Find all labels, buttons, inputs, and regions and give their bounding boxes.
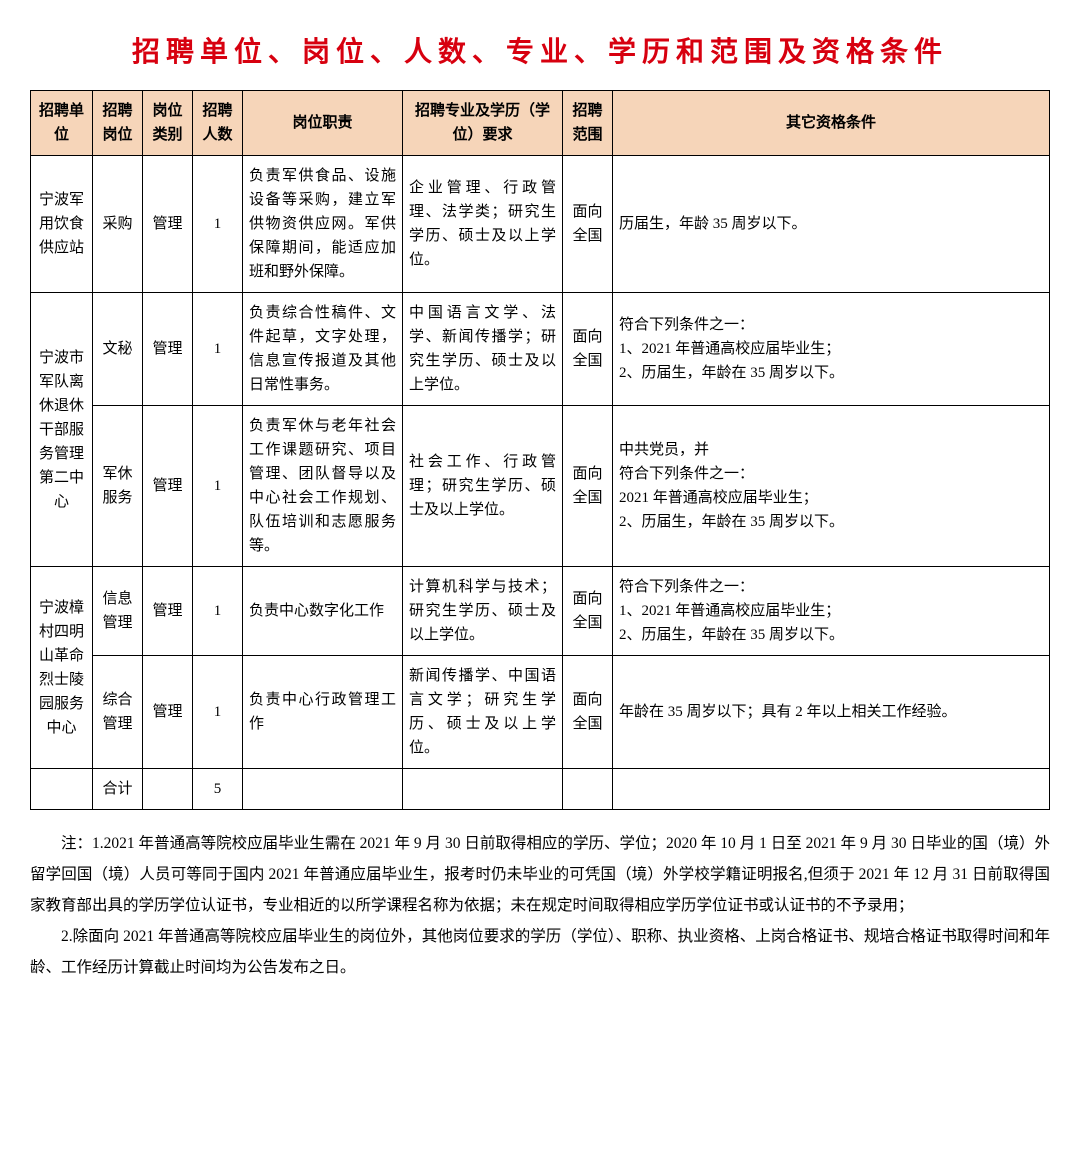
cell-duty: 负责军供食品、设施设备等采购，建立军供物资供应网。军供保障期间，能适应加班和野外… [243,156,403,293]
cell-post: 文秘 [93,293,143,406]
cell-empty [243,769,403,810]
cell-other: 年龄在 35 周岁以下；具有 2 年以上相关工作经验。 [613,656,1050,769]
footnote-line: 2.除面向 2021 年普通高等院校应届毕业生的岗位外，其他岗位要求的学历（学位… [30,921,1050,983]
cell-num: 1 [193,567,243,656]
cell-scope: 面向全国 [563,293,613,406]
cell-post: 采购 [93,156,143,293]
cell-num: 1 [193,406,243,567]
cell-scope: 面向全国 [563,156,613,293]
cell-scope: 面向全国 [563,656,613,769]
cell-req: 企业管理、行政管理、法学类；研究生学历、硕士及以上学位。 [403,156,563,293]
table-row: 宁波军用饮食供应站采购管理1负责军供食品、设施设备等采购，建立军供物资供应网。军… [31,156,1050,293]
cell-cat: 管理 [143,406,193,567]
cell-empty [563,769,613,810]
col-header-duty: 岗位职责 [243,91,403,156]
cell-scope: 面向全国 [563,567,613,656]
cell-empty [403,769,563,810]
cell-duty: 负责中心行政管理工作 [243,656,403,769]
cell-cat: 管理 [143,656,193,769]
cell-req: 社会工作、行政管理；研究生学历、硕士及以上学位。 [403,406,563,567]
table-total-row: 合计 5 [31,769,1050,810]
table-row: 宁波樟村四明山革命烈士陵园服务中心信息管理管理1负责中心数字化工作计算机科学与技… [31,567,1050,656]
footnote-line: 注：1.2021 年普通高等院校应届毕业生需在 2021 年 9 月 30 日前… [30,828,1050,921]
col-header-scope: 招聘范围 [563,91,613,156]
cell-empty [143,769,193,810]
cell-other: 历届生，年龄 35 周岁以下。 [613,156,1050,293]
cell-req: 中国语言文学、法学、新闻传播学；研究生学历、硕士及以上学位。 [403,293,563,406]
table-body: 宁波军用饮食供应站采购管理1负责军供食品、设施设备等采购，建立军供物资供应网。军… [31,156,1050,810]
table-row: 宁波市军队离休退休干部服务管理第二中心文秘管理1负责综合性稿件、文件起草，文字处… [31,293,1050,406]
col-header-unit: 招聘单位 [31,91,93,156]
cell-other: 中共党员，并符合下列条件之一：2021 年普通高校应届毕业生；2、历届生，年龄在… [613,406,1050,567]
cell-empty [31,769,93,810]
cell-empty [613,769,1050,810]
col-header-req: 招聘专业及学历（学位）要求 [403,91,563,156]
col-header-num: 招聘人数 [193,91,243,156]
cell-req: 计算机科学与技术；研究生学历、硕士及以上学位。 [403,567,563,656]
cell-total-num: 5 [193,769,243,810]
col-header-cat: 岗位类别 [143,91,193,156]
cell-other: 符合下列条件之一：1、2021 年普通高校应届毕业生；2、历届生，年龄在 35 … [613,567,1050,656]
cell-cat: 管理 [143,567,193,656]
col-header-other: 其它资格条件 [613,91,1050,156]
table-row: 综合管理管理1负责中心行政管理工作新闻传播学、中国语言文学；研究生学历、硕士及以… [31,656,1050,769]
cell-num: 1 [193,293,243,406]
cell-unit: 宁波樟村四明山革命烈士陵园服务中心 [31,567,93,769]
cell-duty: 负责中心数字化工作 [243,567,403,656]
cell-num: 1 [193,156,243,293]
cell-post: 综合管理 [93,656,143,769]
table-row: 军休服务管理1负责军休与老年社会工作课题研究、项目管理、团队督导以及中心社会工作… [31,406,1050,567]
cell-duty: 负责军休与老年社会工作课题研究、项目管理、团队督导以及中心社会工作规划、队伍培训… [243,406,403,567]
cell-cat: 管理 [143,156,193,293]
cell-post: 信息管理 [93,567,143,656]
cell-req: 新闻传播学、中国语言文学；研究生学历、硕士及以上学位。 [403,656,563,769]
table-header-row: 招聘单位 招聘岗位 岗位类别 招聘人数 岗位职责 招聘专业及学历（学位）要求 招… [31,91,1050,156]
recruitment-table: 招聘单位 招聘岗位 岗位类别 招聘人数 岗位职责 招聘专业及学历（学位）要求 招… [30,90,1050,810]
cell-scope: 面向全国 [563,406,613,567]
col-header-post: 招聘岗位 [93,91,143,156]
footnotes: 注：1.2021 年普通高等院校应届毕业生需在 2021 年 9 月 30 日前… [30,828,1050,983]
cell-unit: 宁波军用饮食供应站 [31,156,93,293]
cell-num: 1 [193,656,243,769]
cell-duty: 负责综合性稿件、文件起草，文字处理，信息宣传报道及其他日常性事务。 [243,293,403,406]
page-title: 招聘单位、岗位、人数、专业、学历和范围及资格条件 [30,30,1050,70]
cell-cat: 管理 [143,293,193,406]
cell-unit: 宁波市军队离休退休干部服务管理第二中心 [31,293,93,567]
cell-other: 符合下列条件之一：1、2021 年普通高校应届毕业生；2、历届生，年龄在 35 … [613,293,1050,406]
cell-total-label: 合计 [93,769,143,810]
cell-post: 军休服务 [93,406,143,567]
